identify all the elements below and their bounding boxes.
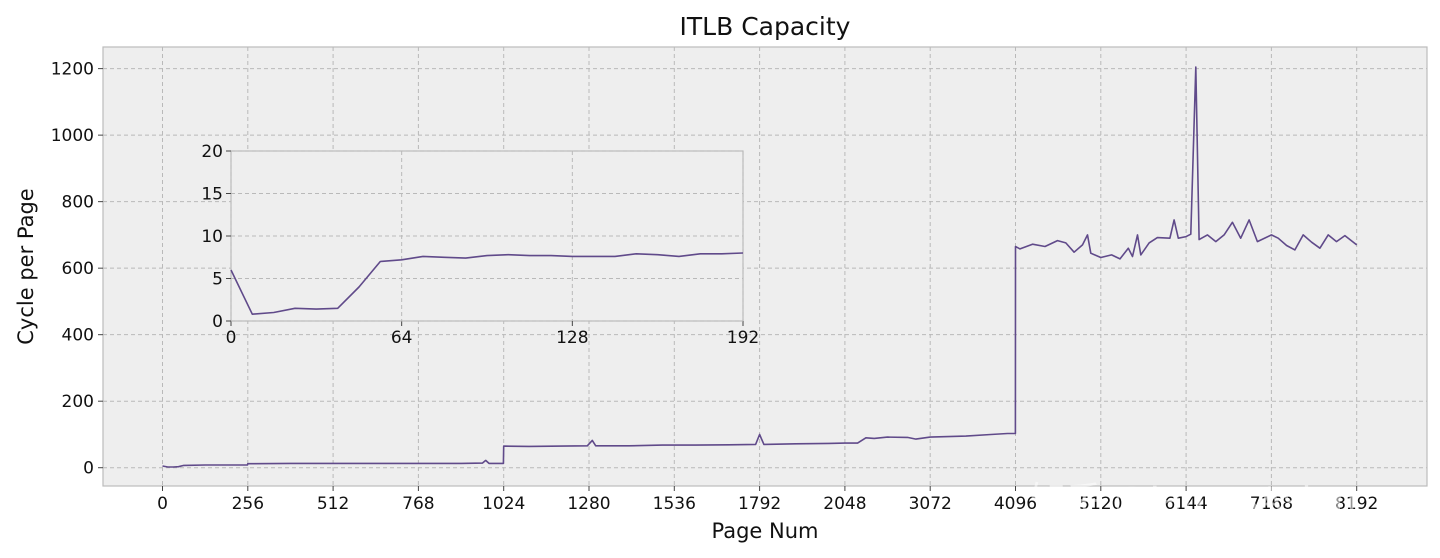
y-tick-label: 400 xyxy=(62,326,94,346)
x-tick-label: 7168 xyxy=(1250,494,1293,514)
inset-series-line xyxy=(230,252,744,315)
inset-x-tick-label: 0 xyxy=(226,328,237,348)
x-tick-label: 3072 xyxy=(909,494,952,514)
y-tick-label: 1200 xyxy=(51,60,94,80)
y-tick-label: 600 xyxy=(62,259,94,279)
x-tick-label: 5120 xyxy=(1079,494,1122,514)
inset-y-tick-label: 10 xyxy=(201,227,223,247)
inset-y-tick-label: 0 xyxy=(212,312,223,332)
x-tick-label: 256 xyxy=(232,494,264,514)
y-tick-label: 1000 xyxy=(51,126,94,146)
chart-title: ITLB Capacity xyxy=(680,12,851,41)
inset-y-tick-label: 20 xyxy=(201,142,223,162)
inset-x-tick-label: 64 xyxy=(391,328,413,348)
x-axis-label: Page Num xyxy=(712,519,819,543)
inset-x-tick-label: 192 xyxy=(727,328,759,348)
y-tick-label: 800 xyxy=(62,193,94,213)
y-tick-label: 200 xyxy=(62,392,94,412)
x-tick-label: 1280 xyxy=(567,494,610,514)
inset-plot: 0 64 128 192 0 5 10 15 20 xyxy=(201,142,759,348)
inset-y-tick-label: 5 xyxy=(212,270,223,290)
x-tick-label: 1024 xyxy=(482,494,525,514)
x-tick-label: 0 xyxy=(157,494,168,514)
y-tick-label: 0 xyxy=(83,459,94,479)
x-tick-label: 8192 xyxy=(1335,494,1378,514)
y-axis-label: Cycle per Page xyxy=(14,188,38,344)
watermark-text: 知乎 @JamesAslan xyxy=(1030,480,1356,521)
inset-x-tick-label: 128 xyxy=(556,328,588,348)
x-tick-label: 1792 xyxy=(738,494,781,514)
x-tick-label: 512 xyxy=(317,494,349,514)
x-tick-label: 4096 xyxy=(994,494,1037,514)
main-series-line xyxy=(162,66,1358,468)
x-tick-label: 2048 xyxy=(823,494,866,514)
x-tick-label: 6144 xyxy=(1164,494,1207,514)
x-tick-label: 1536 xyxy=(653,494,696,514)
inset-y-tick-label: 15 xyxy=(201,185,223,205)
x-tick-label: 768 xyxy=(402,494,434,514)
